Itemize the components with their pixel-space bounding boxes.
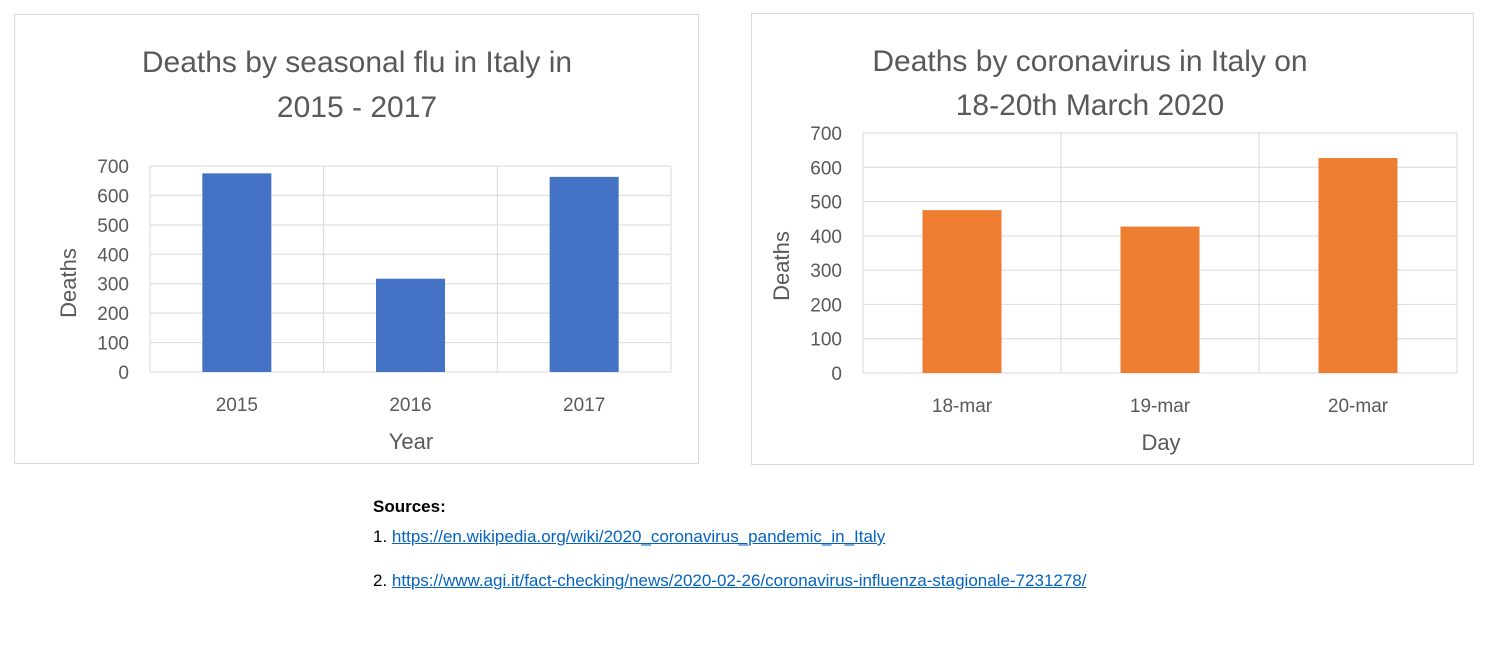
y-tick-label: 200 [810,295,842,316]
bars [202,173,619,372]
y-tick-label: 600 [810,158,842,179]
y-axis-title: Deaths [56,248,81,318]
y-tick-labels: 0 100 200 300 400 500 600 700 [810,124,842,385]
source-link-agi[interactable]: https://www.agi.it/fact-checking/news/20… [391,571,1087,590]
y-tick-label: 0 [831,364,842,385]
source-item-2: 2. https://www.agi.it/fact-checking/news… [373,571,1086,591]
y-tick-label: 400 [810,227,842,248]
bar-2017 [549,176,619,372]
y-tick-label: 100 [810,330,842,351]
y-tick-label: 300 [97,275,129,296]
sources-heading: Sources: [373,497,446,516]
y-tick-label: 700 [97,157,129,178]
source-link-wikipedia[interactable]: https://en.wikipedia.org/wiki/2020_coron… [391,527,886,546]
y-tick-label: 0 [118,363,129,384]
y-tick-label: 500 [97,216,129,237]
x-tick-label: 19-mar [1130,396,1191,417]
y-tick-labels: 0 100 200 300 400 500 600 700 [97,157,129,384]
y-tick-label: 400 [97,245,129,266]
flu-deaths-chart-svg: Deaths by seasonal flu in Italy in 2015 … [56,46,672,454]
bars [922,158,1398,373]
coronavirus-deaths-chart-svg: Deaths by coronavirus in Italy on 18-20t… [769,45,1458,455]
x-tick-label: 18-mar [932,396,993,417]
y-tick-label: 700 [810,124,842,145]
y-tick-label: 500 [810,193,842,214]
coronavirus-deaths-chart: Deaths by coronavirus in Italy on 18-20t… [751,13,1474,465]
bar-20-mar [1318,158,1398,373]
chart-title: Deaths by coronavirus in Italy on [872,45,1307,78]
chart-title-line2: 18-20th March 2020 [956,89,1225,122]
flu-deaths-chart: Deaths by seasonal flu in Italy in 2015 … [14,14,699,464]
y-tick-label: 600 [97,186,129,207]
y-axis-title: Deaths [769,231,794,301]
bar-18-mar [922,210,1002,373]
bar-2016 [376,278,445,372]
x-tick-label: 2016 [389,395,431,416]
x-tick-labels: 2015 2016 2017 [216,395,606,416]
y-tick-label: 100 [97,334,129,355]
x-axis-title: Day [1141,430,1180,455]
source-number: 1. [373,527,388,546]
bar-19-mar [1120,226,1200,373]
x-tick-label: 20-mar [1328,396,1389,417]
y-tick-label: 300 [810,261,842,282]
x-axis-title: Year [389,429,433,454]
bar-2015 [202,173,272,372]
source-item-1: 1. https://en.wikipedia.org/wiki/2020_co… [373,527,1086,547]
x-tick-label: 2017 [563,395,605,416]
x-tick-labels: 18-mar 19-mar 20-mar [932,396,1389,417]
chart-title-line2: 2015 - 2017 [277,91,437,124]
y-tick-label: 200 [97,304,129,325]
sources-section: Sources: 1. https://en.wikipedia.org/wik… [373,497,1086,591]
x-tick-label: 2015 [216,395,258,416]
source-number: 2. [373,571,388,590]
chart-title: Deaths by seasonal flu in Italy in [142,46,572,79]
